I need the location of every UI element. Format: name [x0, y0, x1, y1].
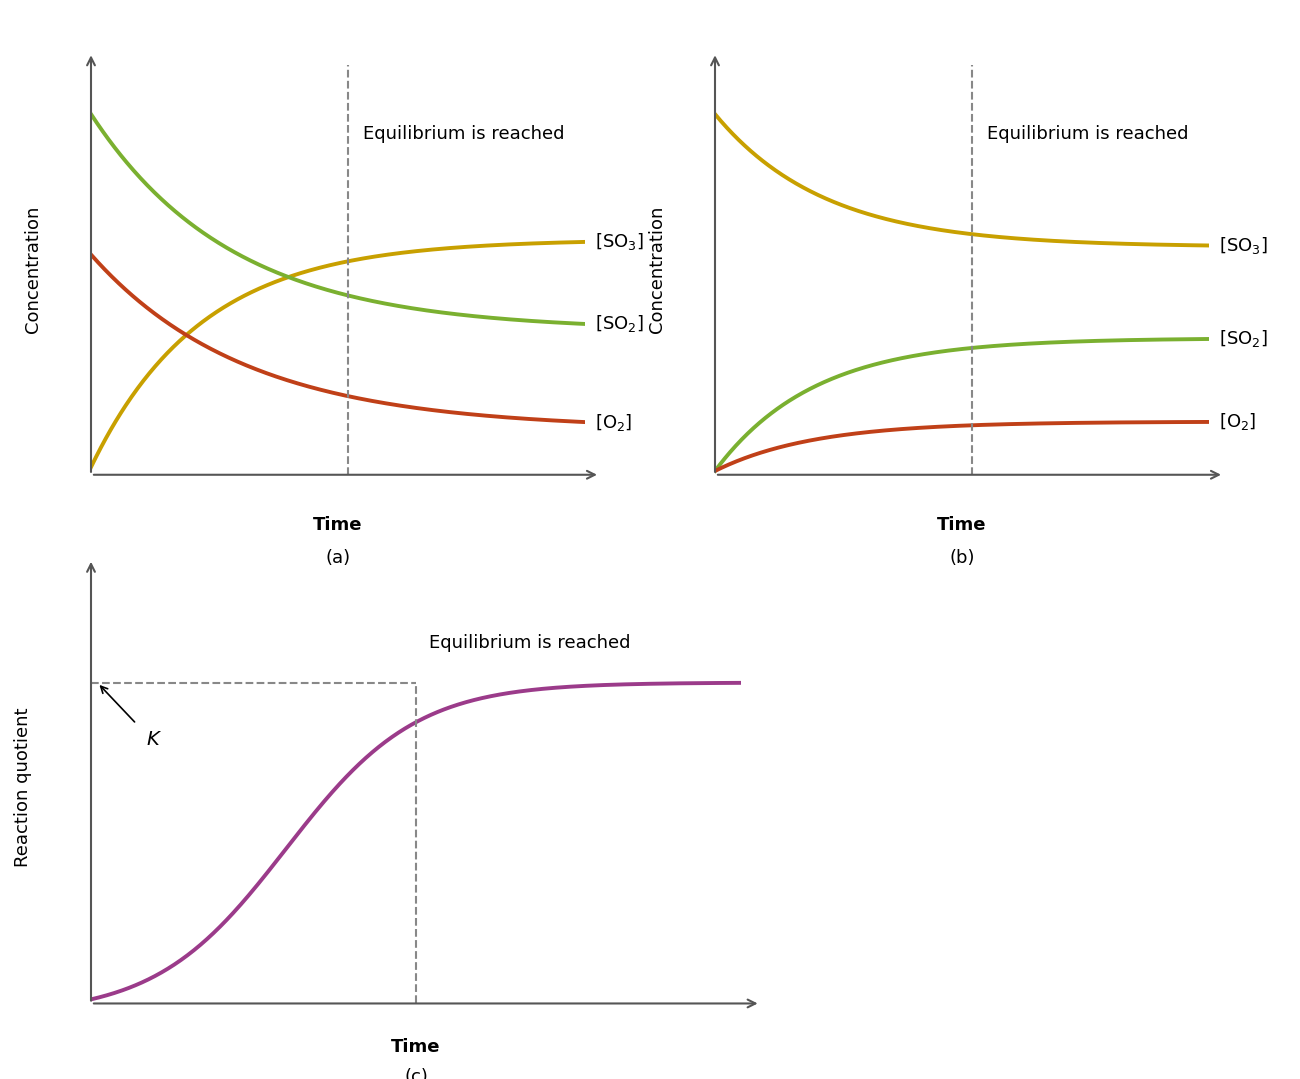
Text: [O$_2$]: [O$_2$]: [1219, 411, 1256, 433]
Text: [SO$_3$]: [SO$_3$]: [1219, 235, 1268, 256]
Text: Time: Time: [937, 516, 987, 534]
Text: $K$: $K$: [147, 730, 162, 749]
Text: [SO$_2$]: [SO$_2$]: [1219, 328, 1268, 350]
Text: Equilibrium is reached: Equilibrium is reached: [987, 125, 1188, 144]
Y-axis label: Concentration: Concentration: [23, 206, 42, 333]
Text: (a): (a): [325, 548, 351, 566]
Text: [O$_2$]: [O$_2$]: [595, 411, 632, 433]
Text: (b): (b): [949, 548, 975, 566]
Text: Equilibrium is reached: Equilibrium is reached: [363, 125, 564, 144]
Y-axis label: Reaction quotient: Reaction quotient: [14, 708, 32, 868]
Text: [SO$_2$]: [SO$_2$]: [595, 314, 644, 334]
Text: Time: Time: [391, 1038, 441, 1056]
Text: Equilibrium is reached: Equilibrium is reached: [429, 633, 630, 652]
Text: [SO$_3$]: [SO$_3$]: [595, 231, 644, 252]
Text: Time: Time: [313, 516, 363, 534]
Text: (c): (c): [404, 1068, 428, 1079]
Y-axis label: Concentration: Concentration: [647, 206, 666, 333]
